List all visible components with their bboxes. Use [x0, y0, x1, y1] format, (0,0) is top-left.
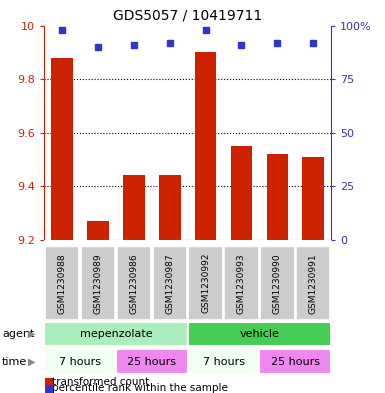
- Text: ■: ■: [44, 377, 58, 387]
- Text: agent: agent: [2, 329, 34, 339]
- Bar: [52, 58, 73, 240]
- Text: GSM1230991: GSM1230991: [309, 253, 318, 314]
- Bar: [195, 52, 216, 240]
- Title: GDS5057 / 10419711: GDS5057 / 10419711: [113, 9, 262, 23]
- Bar: [117, 246, 151, 320]
- Text: GSM1230989: GSM1230989: [94, 253, 102, 314]
- Bar: [259, 349, 331, 374]
- Text: GSM1230988: GSM1230988: [58, 253, 67, 314]
- Bar: [44, 349, 116, 374]
- Bar: [231, 146, 252, 240]
- Bar: [81, 246, 115, 320]
- Text: vehicle: vehicle: [239, 329, 280, 339]
- Text: ▶: ▶: [28, 356, 35, 367]
- Text: ■: ■: [44, 383, 58, 393]
- Text: GSM1230992: GSM1230992: [201, 253, 210, 314]
- Bar: [152, 246, 187, 320]
- Bar: [303, 157, 324, 240]
- Bar: [188, 246, 223, 320]
- Bar: [159, 175, 181, 240]
- Bar: [116, 349, 188, 374]
- Text: GSM1230986: GSM1230986: [129, 253, 139, 314]
- Text: 7 hours: 7 hours: [203, 356, 244, 367]
- Bar: [87, 221, 109, 240]
- Bar: [296, 246, 330, 320]
- Bar: [44, 240, 331, 246]
- Bar: [260, 246, 295, 320]
- Text: ▶: ▶: [28, 329, 35, 339]
- Text: percentile rank within the sample: percentile rank within the sample: [52, 383, 228, 393]
- Text: GSM1230993: GSM1230993: [237, 253, 246, 314]
- Text: 25 hours: 25 hours: [271, 356, 320, 367]
- Text: GSM1230990: GSM1230990: [273, 253, 282, 314]
- Bar: [266, 154, 288, 240]
- Text: GSM1230987: GSM1230987: [165, 253, 174, 314]
- Text: transformed count: transformed count: [52, 377, 149, 387]
- Bar: [123, 175, 145, 240]
- Bar: [224, 246, 259, 320]
- Text: time: time: [2, 356, 27, 367]
- Bar: [188, 321, 331, 347]
- Bar: [188, 349, 259, 374]
- Text: 25 hours: 25 hours: [127, 356, 176, 367]
- Text: mepenzolate: mepenzolate: [80, 329, 152, 339]
- Text: 7 hours: 7 hours: [59, 356, 101, 367]
- Bar: [44, 321, 188, 347]
- Bar: [45, 246, 79, 320]
